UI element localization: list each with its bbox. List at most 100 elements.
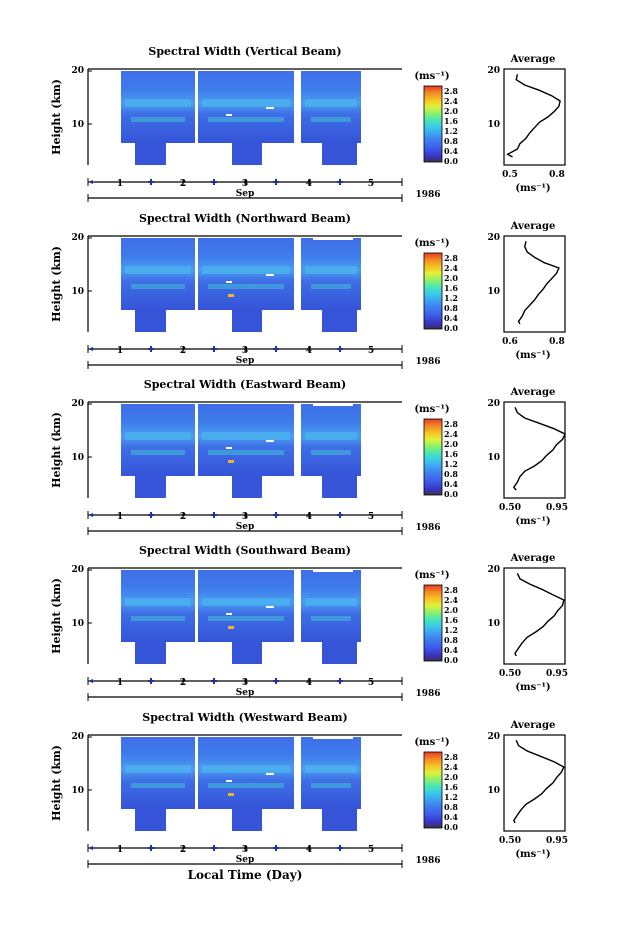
colorbar-tick-label: 1.2 <box>444 293 458 303</box>
axis-end-marker <box>88 679 93 683</box>
average-unit: (ms⁻¹) <box>515 516 550 527</box>
y-tick-label: 10 <box>71 287 84 297</box>
heatmap-cutout <box>121 310 135 334</box>
heatmap-band <box>208 117 284 122</box>
heatmap-gap <box>226 447 232 449</box>
colorbar-tick-label: 0.0 <box>444 323 458 333</box>
average-y-tick-label: 20 <box>487 233 500 243</box>
heatmap-band <box>125 598 191 606</box>
panel-title: Spectral Width (Vertical Beam) <box>148 45 341 58</box>
average-y-tick-label: 10 <box>487 619 500 629</box>
heatmap-cutout <box>301 143 322 167</box>
average-unit: (ms⁻¹) <box>515 849 550 860</box>
heatmap-cutout <box>357 310 361 334</box>
average-x-tick-label: 0.8 <box>549 170 565 180</box>
heatmap-band <box>311 117 351 122</box>
y-tick-label: 20 <box>71 565 84 575</box>
day-tick-label: 5 <box>368 678 374 688</box>
average-x-tick-label: 0.95 <box>546 503 568 513</box>
heatmap-gap <box>266 274 274 276</box>
average-y-tick-label: 10 <box>487 120 500 130</box>
y-tick-label: 10 <box>71 120 84 130</box>
heatmap-band <box>125 432 191 440</box>
day-tick-label: 5 <box>368 845 374 855</box>
colorbar-tick-label: 2.0 <box>444 106 458 116</box>
colorbar-tick-label: 0.8 <box>444 136 458 146</box>
heatmap-cutout <box>262 310 296 334</box>
heatmap-cutout <box>262 143 296 167</box>
day-tick-label: 1 <box>117 179 123 189</box>
average-title: Average <box>510 387 556 398</box>
heatmap-band <box>305 765 357 773</box>
heatmap-band <box>311 450 351 455</box>
average-x-tick-label: 0.50 <box>499 836 521 846</box>
heatmap-band <box>202 432 290 440</box>
year-label: 1986 <box>415 190 440 200</box>
average-profile-line <box>514 573 565 657</box>
y-tick-label: 20 <box>71 399 84 409</box>
colorbar <box>423 252 443 330</box>
year-label: 1986 <box>415 523 440 533</box>
heatmap-cutout <box>357 476 361 500</box>
colorbar <box>423 751 443 829</box>
colorbar-tick-label: 1.2 <box>444 126 458 136</box>
heatmap-gap <box>266 606 274 608</box>
average-title: Average <box>510 221 556 232</box>
heatmap-cutout <box>166 310 195 334</box>
heatmap-hotspot <box>228 460 234 463</box>
heatmap-cutout <box>357 809 361 833</box>
average-frame <box>503 734 566 832</box>
y-axis-label: Height (km) <box>50 578 63 654</box>
colorbar-tick-label: 0.4 <box>444 313 458 323</box>
heatmap-band <box>311 783 351 788</box>
heatmap-cutout <box>262 476 296 500</box>
colorbar-tick-label: 2.8 <box>444 86 458 96</box>
colorbar-tick-label: 0.8 <box>444 303 458 313</box>
heatmap-gap <box>266 107 274 109</box>
colorbar-tick-label: 1.6 <box>444 283 458 293</box>
heatmap <box>121 404 361 500</box>
heatmap-gap <box>313 737 353 739</box>
colorbar-unit: (ms⁻¹) <box>414 737 449 748</box>
heatmap-band <box>305 266 357 274</box>
colorbar-unit: (ms⁻¹) <box>414 404 449 415</box>
heatmap-cutout <box>198 476 232 500</box>
average-y-tick-label: 20 <box>487 399 500 409</box>
heatmap-band <box>305 99 357 107</box>
y-axis-label: Height (km) <box>50 79 63 155</box>
heatmap-band <box>131 450 185 455</box>
heatmap-cutout <box>121 809 135 833</box>
heatmap-gap <box>313 238 353 240</box>
year-label: 1986 <box>415 357 440 367</box>
day-tick-label: 5 <box>368 179 374 189</box>
colorbar-tick-label: 0.4 <box>444 645 458 655</box>
heatmap-gap <box>266 440 274 442</box>
colorbar-tick-label: 1.6 <box>444 782 458 792</box>
heatmap-hotspot <box>228 294 234 297</box>
average-profile-line <box>506 74 561 158</box>
average-profile-line <box>513 740 565 824</box>
heatmap <box>121 71 361 167</box>
heatmap <box>121 238 361 334</box>
heatmap-band <box>202 765 290 773</box>
colorbar-tick-label: 1.2 <box>444 792 458 802</box>
heatmap-band <box>305 432 357 440</box>
heatmap-band <box>208 783 284 788</box>
colorbar-tick-label: 0.0 <box>444 489 458 499</box>
average-unit: (ms⁻¹) <box>515 183 550 194</box>
heatmap-cutout <box>121 143 135 167</box>
heatmap-band <box>202 99 290 107</box>
heatmap-band <box>208 616 284 621</box>
heatmap-cutout <box>198 642 232 666</box>
colorbar <box>423 85 443 163</box>
month-label: Sep <box>236 356 255 366</box>
heatmap-cutout <box>301 476 322 500</box>
heatmap-cutout <box>166 642 195 666</box>
month-label: Sep <box>236 688 255 698</box>
colorbar <box>423 418 443 496</box>
month-label: Sep <box>236 522 255 532</box>
average-profile-line <box>512 407 566 491</box>
colorbar-tick-label: 2.4 <box>444 263 458 273</box>
year-label: 1986 <box>415 689 440 699</box>
